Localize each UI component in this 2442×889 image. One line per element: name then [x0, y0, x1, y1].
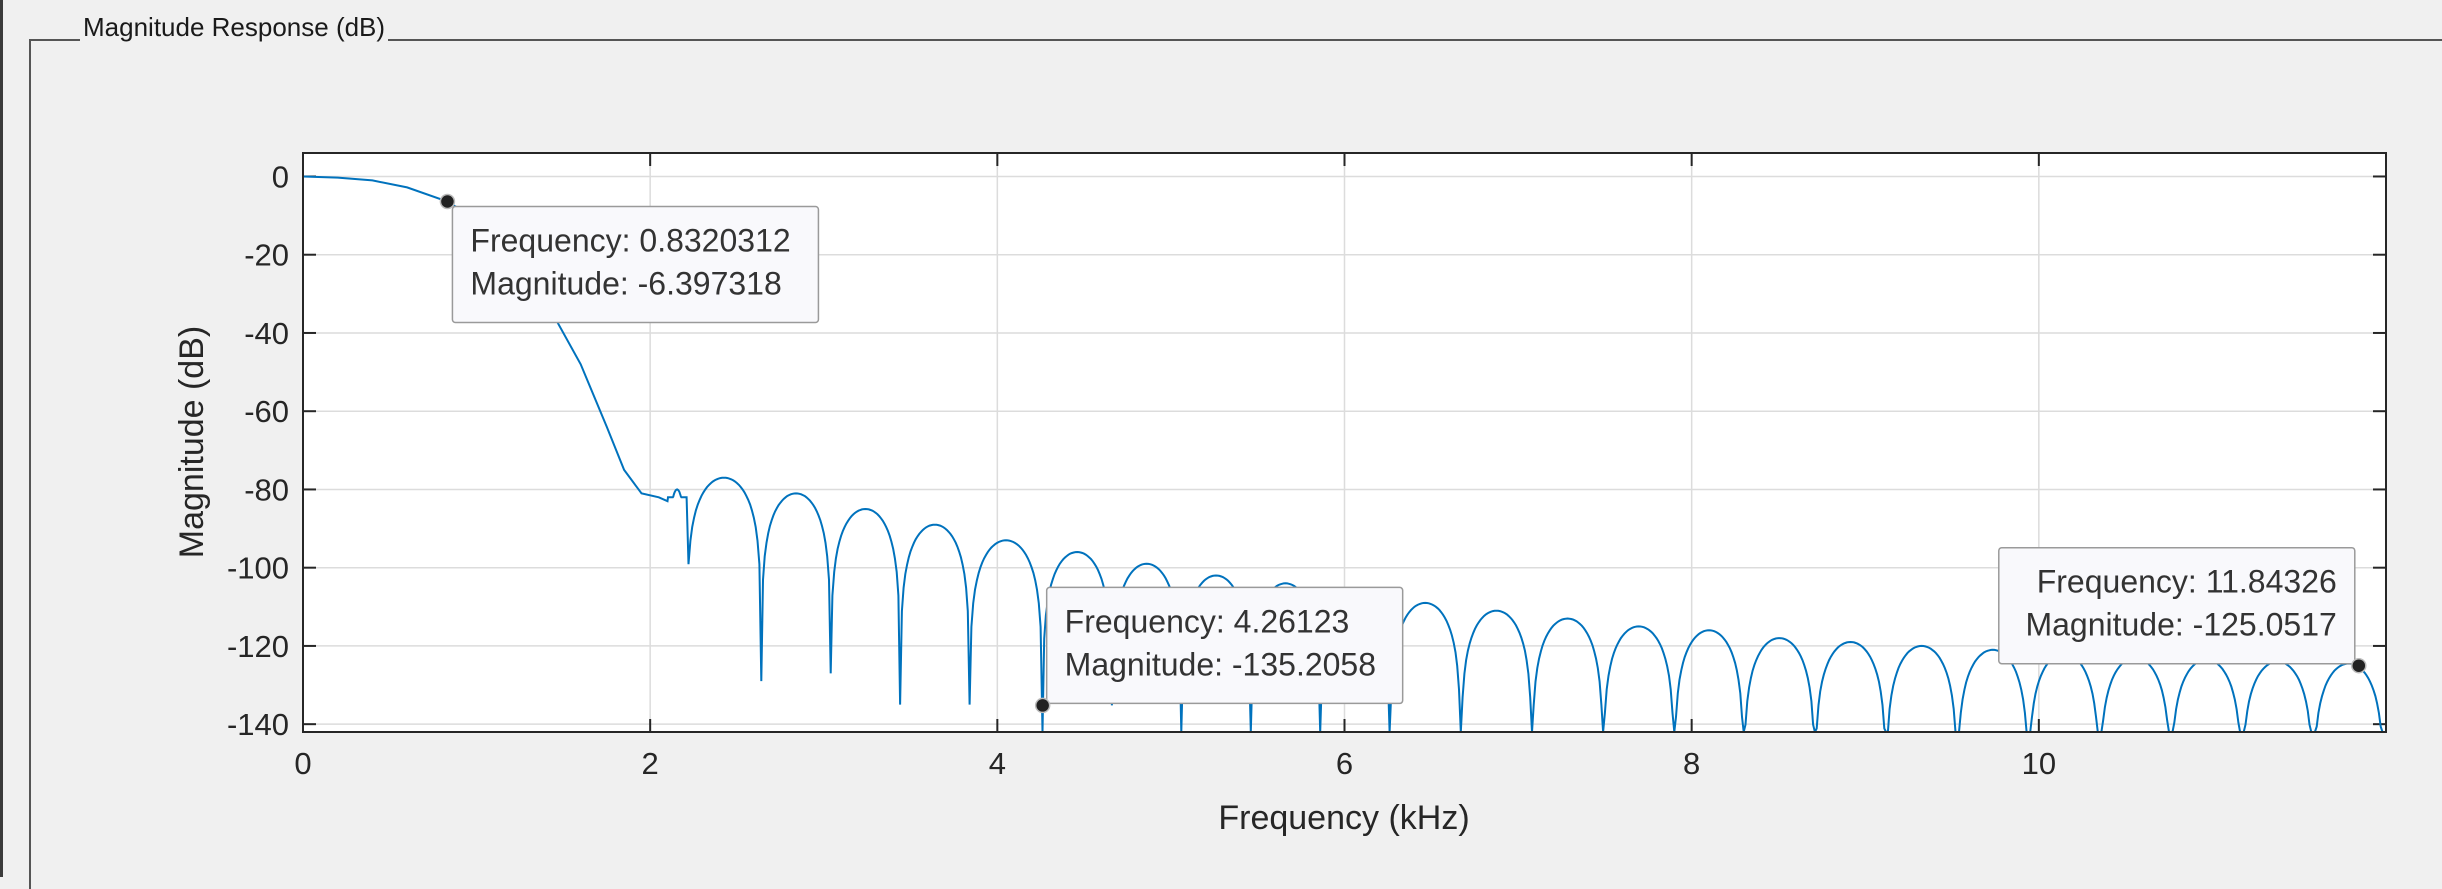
datatip-marker[interactable]	[1034, 697, 1051, 714]
y-tick-label: -140	[227, 707, 289, 742]
y-tick-label: -60	[244, 394, 289, 429]
y-axis-label: Magnitude (dB)	[173, 326, 211, 558]
magnitude-curve	[303, 175, 2385, 732]
window-left-edge	[0, 0, 3, 877]
x-axis-label: Frequency (kHz)	[1218, 799, 1469, 837]
datatip-magnitude: Magnitude: -135.2058	[1065, 646, 1376, 682]
y-tick-label: -40	[244, 316, 289, 351]
x-tick-label: 4	[989, 746, 1006, 781]
datatip-marker[interactable]	[2351, 657, 2367, 674]
datatip-box	[1998, 546, 2356, 665]
x-tick-label: 8	[1683, 746, 1700, 781]
datatip-box	[451, 205, 820, 324]
y-tick-label: -100	[227, 551, 289, 586]
datatip[interactable]: Frequency: 4.26123 Magnitude: -135.2058	[1034, 586, 1404, 714]
datatip-magnitude: Magnitude: -125.0517	[2025, 607, 2336, 643]
y-tick-label: 0	[272, 159, 289, 194]
datatip-frequency: Frequency: 0.8320312	[470, 223, 790, 259]
x-tick-label: 2	[642, 746, 659, 781]
datatip-box	[1045, 586, 1404, 705]
y-tick-label: -20	[244, 238, 289, 273]
datatips: Frequency: 0.8320312 Magnitude: -6.397318…	[439, 193, 2367, 714]
y-tick-labels: 0 -20 -40 -60 -80 -100 -120 -140	[227, 159, 289, 742]
datatip[interactable]: Frequency: 0.8320312 Magnitude: -6.397318	[439, 193, 820, 324]
datatip-magnitude: Magnitude: -6.397318	[470, 266, 781, 302]
curve-layer	[303, 175, 2385, 732]
y-tick-label: -80	[244, 472, 289, 507]
plot-frame	[302, 152, 2387, 733]
datatip-marker[interactable]	[439, 193, 456, 210]
x-tick-label: 10	[2022, 746, 2056, 781]
y-tick-label: -120	[227, 629, 289, 664]
datatip-frequency: Frequency: 4.26123	[1065, 603, 1350, 639]
x-tick-label: 6	[1336, 746, 1353, 781]
datatip[interactable]: Frequency: 11.84326 Magnitude: -125.0517	[1998, 546, 2367, 674]
panel-frame	[29, 39, 2442, 889]
datatip-frequency: Frequency: 11.84326	[2037, 564, 2337, 600]
x-tick-label: 0	[294, 746, 311, 781]
x-tick-labels: 0 2 4 6 8 10	[294, 746, 2056, 781]
panel-title: Magnitude Response (dB)	[80, 12, 389, 42]
